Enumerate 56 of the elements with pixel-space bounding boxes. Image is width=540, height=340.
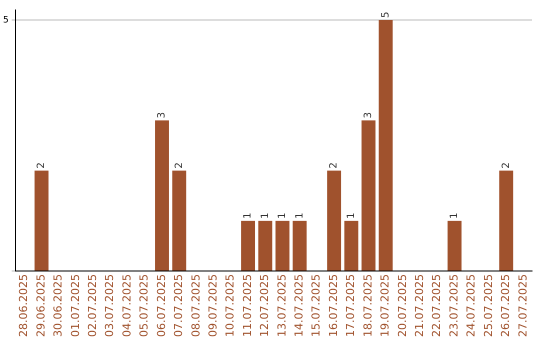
x-tick-label: 17.07.2025 — [344, 274, 358, 338]
bar — [34, 170, 49, 271]
x-tick-label: 20.07.2025 — [396, 274, 409, 338]
bar — [292, 220, 307, 271]
data-label: 1 — [260, 212, 271, 219]
x-tick-label: 03.07.2025 — [103, 274, 116, 338]
data-label: 1 — [277, 212, 288, 219]
x-tick-label: 27.07.2025 — [516, 274, 530, 338]
data-label: 1 — [242, 212, 254, 219]
data-label: 2 — [500, 162, 512, 169]
bar — [327, 170, 342, 271]
x-tick-label: 04.07.2025 — [120, 274, 134, 338]
x-tick-label: 18.07.2025 — [361, 274, 374, 338]
x-tick-label: 12.07.2025 — [258, 274, 272, 338]
x-tick-label: 15.07.2025 — [310, 274, 323, 338]
x-tick-label: 05.07.2025 — [138, 274, 151, 338]
x-tick-label: 14.07.2025 — [292, 274, 306, 338]
bar — [276, 220, 290, 271]
x-tick-label: 13.07.2025 — [275, 274, 288, 338]
x-tick-label: 07.07.2025 — [172, 274, 186, 338]
x-tick-label: 30.06.2025 — [52, 274, 65, 338]
x-tick-label: 24.07.2025 — [464, 274, 478, 338]
bar — [378, 20, 393, 271]
x-tick-label: 16.07.2025 — [326, 274, 340, 338]
data-label: 3 — [363, 112, 374, 118]
x-tick-label: 19.07.2025 — [378, 274, 392, 338]
x-tick-label: 29.06.2025 — [34, 274, 48, 338]
x-tick-label: 10.07.2025 — [224, 274, 237, 338]
data-label: 1 — [346, 212, 357, 219]
bar — [499, 170, 514, 271]
x-tick-label: 11.07.2025 — [240, 274, 254, 338]
bar — [241, 220, 256, 271]
x-tick-label: 26.07.2025 — [499, 274, 512, 338]
x-tick-label: 01.07.2025 — [68, 274, 82, 338]
bar — [155, 120, 169, 271]
x-tick-label: 09.07.2025 — [206, 274, 220, 338]
x-tick-label: 21.07.2025 — [413, 274, 426, 338]
bar — [362, 120, 376, 271]
data-label: 2 — [174, 162, 185, 169]
x-tick-label: 28.06.2025 — [17, 274, 30, 338]
bar — [172, 170, 186, 271]
data-label: 1 — [449, 212, 460, 219]
x-tick-label: 02.07.2025 — [86, 274, 100, 338]
bar — [258, 220, 272, 271]
data-label: 2 — [36, 162, 48, 169]
bar — [448, 220, 462, 271]
x-tick-label: 22.07.2025 — [430, 274, 444, 338]
data-label: 2 — [328, 162, 340, 169]
bar — [344, 220, 358, 271]
x-tick-label: 23.07.2025 — [447, 274, 460, 338]
data-label: 1 — [294, 212, 306, 219]
x-tick-label: 08.07.2025 — [189, 274, 202, 338]
x-tick-label: 06.07.2025 — [154, 274, 168, 338]
data-label: 5 — [380, 12, 392, 18]
data-label: 3 — [156, 112, 168, 118]
x-tick-label: 25.07.2025 — [482, 274, 495, 338]
